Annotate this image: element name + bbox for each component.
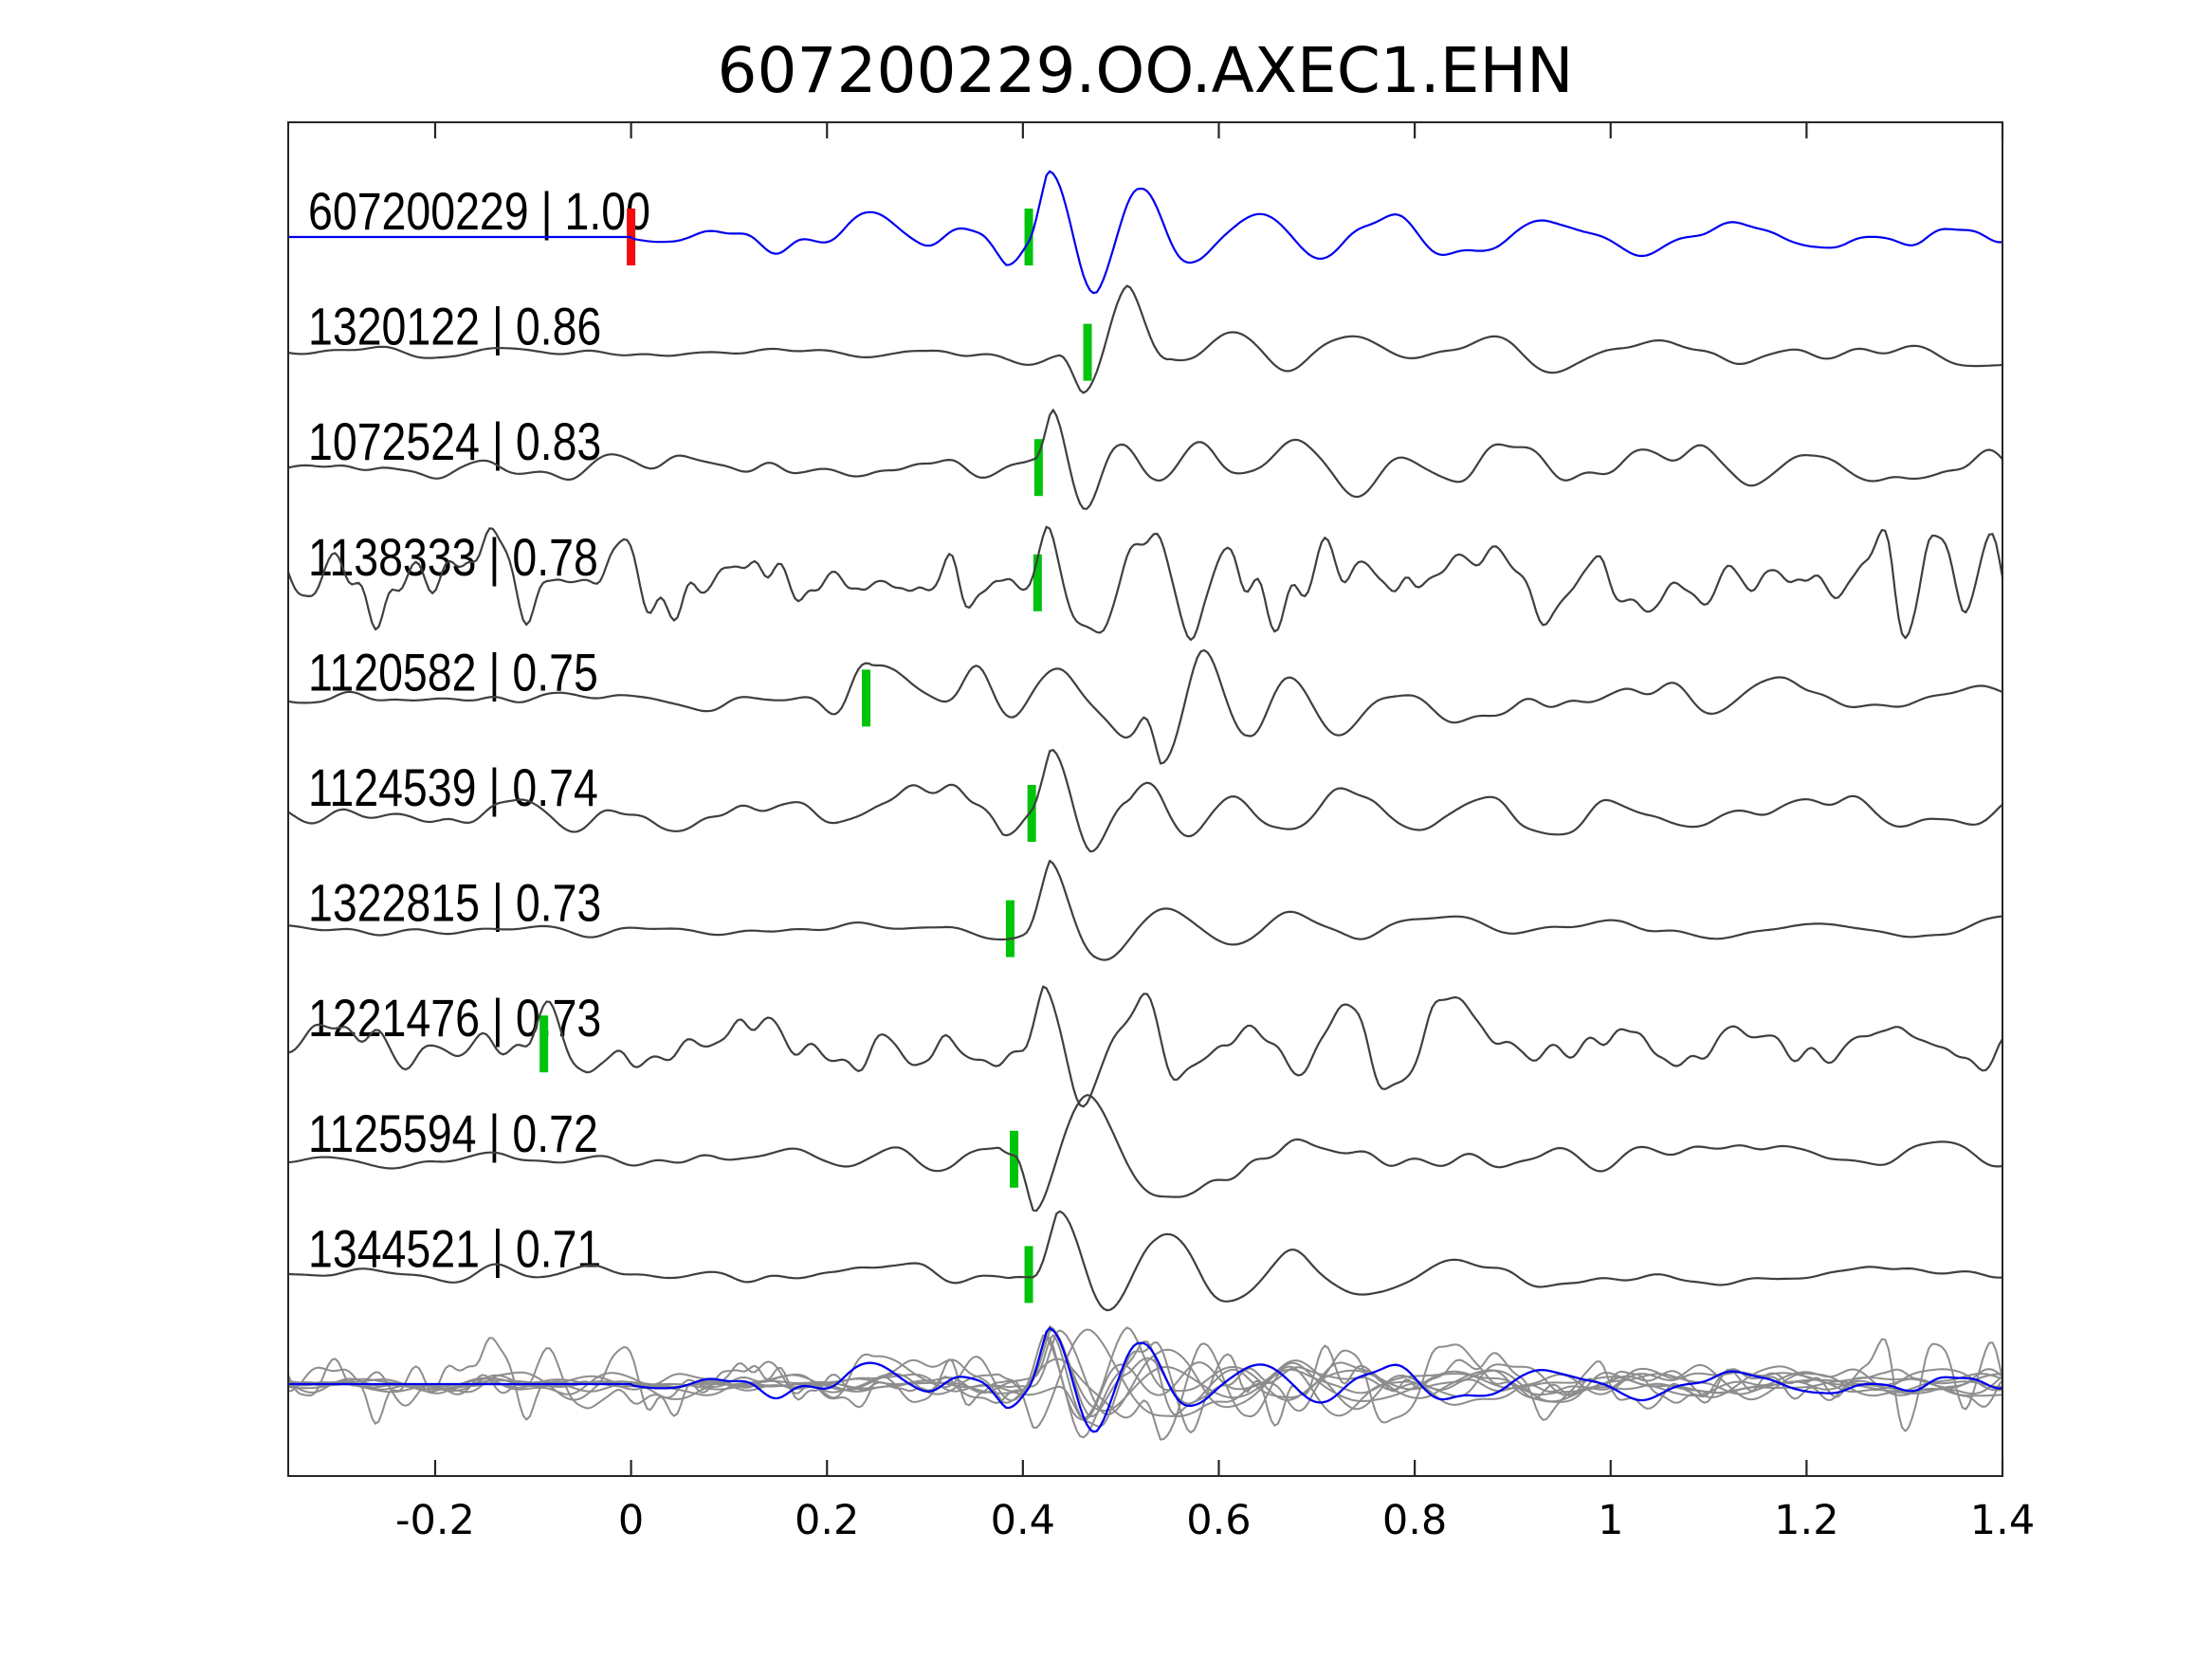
chart-title: 607200229.OO.AXEC1.EHN xyxy=(718,34,1574,107)
template-trace xyxy=(289,170,2002,295)
pick-marker xyxy=(862,669,871,727)
pick-marker xyxy=(1005,900,1015,957)
overlay-trace xyxy=(289,1342,2002,1441)
detection-trace xyxy=(289,859,2002,961)
x-tick-label: 1.4 xyxy=(1970,1497,2035,1544)
x-tick-label: 1.2 xyxy=(1774,1497,1838,1544)
row-label: 1072524 | 0.83 xyxy=(308,411,601,471)
pick-marker xyxy=(1024,1246,1033,1304)
pick-marker xyxy=(1024,209,1033,265)
detection-trace xyxy=(289,284,2002,394)
x-tick-label: 0.6 xyxy=(1186,1497,1251,1544)
detection-trace xyxy=(289,985,2002,1108)
detection-trace xyxy=(289,748,2002,853)
detection-trace xyxy=(289,525,2002,642)
x-tick-label: 0.8 xyxy=(1382,1497,1447,1544)
pick-marker xyxy=(1083,323,1092,381)
overlay-trace xyxy=(289,1334,2002,1439)
pick-marker xyxy=(1010,1130,1019,1188)
detection-trace xyxy=(289,409,2002,510)
x-tick-label: 0 xyxy=(618,1497,644,1544)
tick-label-group: -0.2 0 0.2 0.4 0.6 0.8 1 1.2 1.4 xyxy=(395,1497,2035,1544)
row-label: 1138333 | 0.78 xyxy=(308,527,598,587)
pick-marker xyxy=(1033,554,1042,611)
detection-trace xyxy=(289,648,2002,765)
pick-marker xyxy=(539,1015,549,1073)
x-tick-label: 0.4 xyxy=(991,1497,1055,1544)
x-tick-label: -0.2 xyxy=(395,1497,475,1544)
axes-spines xyxy=(287,121,2003,1477)
trace-group xyxy=(289,170,2002,1441)
row-label: 1120582 | 0.75 xyxy=(308,642,598,702)
pick-marker xyxy=(1027,785,1036,842)
row-label: 1320122 | 0.86 xyxy=(308,296,601,356)
overlay-template-trace xyxy=(289,1326,2002,1433)
detection-trace xyxy=(289,1210,2002,1312)
pick-marker xyxy=(1033,439,1043,497)
row-label: 1124539 | 0.74 xyxy=(308,757,598,817)
row-label: 1125594 | 0.72 xyxy=(308,1103,598,1163)
row-label: 607200229 | 1.00 xyxy=(308,181,650,241)
row-label-group: 607200229 | 1.00 1320122 | 0.86 1072524 | … xyxy=(308,181,650,1279)
x-tick-label: 0.2 xyxy=(795,1497,859,1544)
overlay-trace xyxy=(289,1329,2002,1416)
x-tick-label: 1 xyxy=(1598,1497,1623,1544)
detection-trace xyxy=(289,1094,2002,1212)
axes-box xyxy=(287,121,2004,1477)
row-label: 1322815 | 0.73 xyxy=(308,872,601,932)
